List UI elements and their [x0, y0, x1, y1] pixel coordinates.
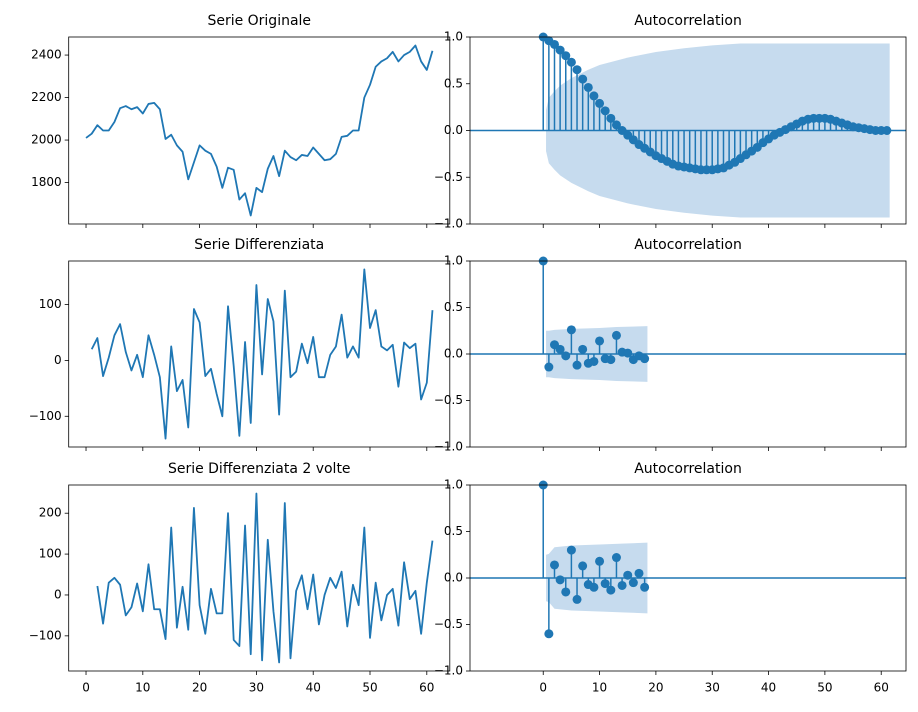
x-tick-label: 60 [874, 681, 889, 695]
acf-marker [595, 336, 605, 346]
acf-marker [589, 91, 599, 101]
acf-marker [578, 74, 588, 84]
axes-frame [68, 36, 451, 225]
subplot-title: Serie Differenziata 2 volte [168, 461, 351, 477]
x-tick-label: 30 [249, 681, 264, 695]
acf-marker [606, 113, 616, 123]
acf-marker [617, 580, 627, 590]
x-tick-label: 50 [817, 681, 832, 695]
subplot-title: Autocorrelation [634, 237, 742, 253]
acf-marker [555, 344, 565, 354]
y-tick-label: 100 [39, 297, 62, 311]
acf-marker [578, 344, 588, 354]
y-tick-label: 0 [54, 587, 62, 601]
y-tick-label: −0.5 [434, 393, 463, 407]
y-tick-label: −1.0 [434, 217, 463, 231]
y-tick-label: −0.5 [434, 617, 463, 631]
x-tick-label: 10 [592, 681, 607, 695]
y-tick-label: 0.0 [444, 347, 463, 361]
x-tick-label: 20 [192, 681, 207, 695]
y-tick-label: 1800 [31, 175, 62, 189]
acf-marker [549, 560, 559, 570]
acf-marker [549, 39, 559, 49]
y-tick-label: 0.5 [444, 524, 463, 538]
y-tick-label: 0 [54, 353, 62, 367]
y-tick-label: −1.0 [434, 664, 463, 678]
subplot-title: Serie Originale [207, 13, 311, 29]
y-tick-label: 0.0 [444, 571, 463, 585]
acf-marker [600, 106, 610, 116]
x-tick-label: 0 [82, 681, 90, 695]
acf-marker [572, 65, 582, 75]
y-tick-label: 100 [39, 547, 62, 561]
acf-marker [623, 348, 633, 358]
y-tick-label: 2200 [31, 90, 62, 104]
y-tick-label: −1.0 [434, 440, 463, 454]
acf-marker [566, 325, 576, 335]
y-tick-label: 1.0 [444, 254, 463, 268]
x-tick-label: 40 [761, 681, 776, 695]
y-tick-label: 1.0 [444, 30, 463, 44]
acf-marker [623, 570, 633, 580]
acf-marker [640, 582, 650, 592]
y-tick-label: 2000 [31, 133, 62, 147]
x-tick-label: 10 [135, 681, 150, 695]
acf-marker [600, 579, 610, 589]
acf-marker [611, 120, 621, 130]
acf-marker [611, 553, 621, 563]
acf-marker [555, 575, 565, 585]
y-tick-label: 0.5 [444, 300, 463, 314]
axes-frame [68, 484, 451, 672]
subplot-title: Autocorrelation [634, 13, 742, 29]
x-tick-label: 50 [362, 681, 377, 695]
acf-marker [561, 51, 571, 61]
y-tick-label: 200 [39, 506, 62, 520]
acf-marker [606, 355, 616, 365]
acf-marker [606, 585, 616, 595]
y-tick-label: −0.5 [434, 170, 463, 184]
x-tick-label: 0 [539, 681, 547, 695]
y-tick-label: 1.0 [444, 478, 463, 492]
acf-marker [566, 57, 576, 67]
series-line [90, 268, 434, 440]
acf-marker [611, 330, 621, 340]
subplot-title: Autocorrelation [634, 461, 742, 477]
acf-marker [544, 629, 554, 639]
acf-marker [589, 356, 599, 366]
acf-marker [628, 578, 638, 588]
y-tick-label: −100 [29, 409, 62, 423]
y-tick-label: −100 [29, 628, 62, 642]
acf-marker [634, 568, 644, 578]
y-tick-label: 2400 [31, 48, 62, 62]
acf-marker [566, 545, 576, 555]
acf-marker [583, 82, 593, 92]
x-tick-label: 30 [705, 681, 720, 695]
acf-marker [561, 351, 571, 361]
subplot-title: Serie Differenziata [194, 237, 324, 253]
x-tick-label: 20 [648, 681, 663, 695]
x-tick-label: 40 [306, 681, 321, 695]
acf-marker [572, 360, 582, 370]
acf-marker [882, 126, 892, 135]
series-line [85, 44, 434, 217]
acf-marker [561, 587, 571, 597]
y-tick-label: 0.5 [444, 76, 463, 90]
acf-marker [595, 98, 605, 108]
acf-marker [544, 362, 554, 372]
acf-marker [589, 582, 599, 592]
acf-marker [555, 45, 565, 55]
y-tick-label: 0.0 [444, 123, 463, 137]
series-line [96, 492, 434, 664]
axes-frame [68, 260, 451, 448]
acf-marker [595, 556, 605, 566]
x-tick-label: 60 [419, 681, 434, 695]
acf-marker [640, 354, 650, 364]
acf-marker [572, 594, 582, 604]
acf-marker [578, 561, 588, 571]
